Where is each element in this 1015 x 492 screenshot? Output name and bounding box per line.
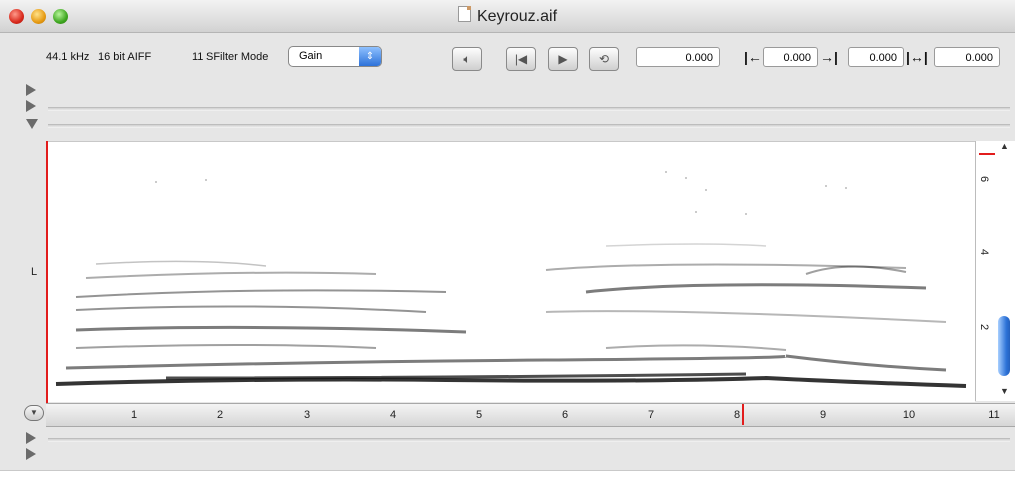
skip-to-start-icon: |◀: [514, 52, 528, 66]
arrow-right-bar-icon: →|: [820, 49, 838, 65]
speaker-icon: 🔈︎: [463, 52, 471, 66]
loop-icon: ⟲: [598, 52, 610, 66]
filter-mode-select[interactable]: Gain ⇕: [288, 46, 382, 67]
disclosure-triangle-collapsed-1[interactable]: [26, 84, 36, 96]
selection-length-field[interactable]: 0.000: [934, 47, 1000, 67]
time-tick-label: 10: [902, 409, 916, 421]
selection-end-field[interactable]: 0.000: [848, 47, 904, 67]
time-tick-label: 6: [561, 409, 569, 421]
time-ruler[interactable]: 1 2 3 4 5 6 7 8 9 10 11: [46, 403, 1015, 427]
freq-tick-label: 6: [978, 175, 991, 183]
select-arrows-icon: ⇕: [359, 47, 381, 66]
spectrogram-view[interactable]: [46, 141, 975, 402]
time-tick-label: 5: [475, 409, 483, 421]
speaker-button[interactable]: 🔈︎: [452, 47, 482, 71]
window-title: Keyrouz.aif: [476, 8, 558, 25]
time-tick-label: 11: [988, 409, 1000, 421]
title-bar[interactable]: Keyrouz.aif: [0, 0, 1015, 33]
selection-start-field[interactable]: 0.000: [763, 47, 818, 67]
filter-mode-label: SFilter Mode: [206, 51, 269, 63]
channel-label: L: [31, 266, 38, 278]
arrow-left-bar-icon: |←: [744, 49, 762, 65]
spectrogram-image: [55, 171, 967, 388]
divider: [48, 107, 1010, 111]
close-button[interactable]: [9, 9, 24, 24]
filter-count: 11: [192, 51, 204, 63]
rewind-button[interactable]: |◀: [506, 47, 536, 71]
double-arrow-bar-icon: |↔|: [906, 49, 928, 65]
time-tick-label: 1: [130, 409, 138, 421]
status-strip: [0, 470, 1015, 492]
disclosure-triangle-expanded[interactable]: [26, 119, 38, 129]
bit-depth: 16 bit AIFF: [98, 51, 152, 63]
position-field[interactable]: 0.000: [636, 47, 720, 67]
playhead-ruler-marker: [742, 404, 744, 425]
time-tick-label: 4: [389, 409, 397, 421]
disclosure-triangle-collapsed-2[interactable]: [26, 100, 36, 112]
time-tick-label: 7: [647, 409, 655, 421]
minimize-button[interactable]: [31, 9, 46, 24]
frequency-scale[interactable]: ▲ 6 4 2 ▼: [975, 141, 1015, 401]
document-icon: [457, 6, 471, 22]
time-tick-label: 9: [819, 409, 827, 421]
ruler-options-button[interactable]: ▼: [24, 405, 44, 421]
zoom-button[interactable]: [53, 9, 68, 24]
freq-tick-label: 2: [978, 323, 991, 331]
scroll-thumb[interactable]: [998, 316, 1010, 376]
disclosure-triangle-collapsed-4[interactable]: [26, 448, 36, 460]
play-icon: ▶: [558, 52, 568, 66]
divider: [48, 438, 1010, 442]
time-tick-label: 3: [303, 409, 311, 421]
playhead-marker[interactable]: [46, 141, 48, 403]
chevron-down-icon: ▼: [30, 408, 38, 417]
filter-mode-value: Gain: [299, 50, 323, 62]
frequency-limit-marker: [979, 153, 995, 155]
sample-rate: 44.1 kHz: [46, 51, 90, 63]
freq-tick-label: 4: [978, 248, 991, 256]
time-tick-label: 8: [733, 409, 741, 421]
scroll-up-icon[interactable]: ▲: [1000, 141, 1009, 151]
divider: [48, 124, 1010, 128]
window-title-wrap: Keyrouz.aif: [0, 6, 1015, 26]
play-button[interactable]: ▶: [548, 47, 578, 71]
time-tick-label: 2: [216, 409, 224, 421]
loop-button[interactable]: ⟲: [589, 47, 619, 71]
disclosure-triangle-collapsed-3[interactable]: [26, 432, 36, 444]
toolbar: 44.1 kHz 16 bit AIFF 11 SFilter Mode Gai…: [0, 33, 1015, 83]
scroll-down-icon[interactable]: ▼: [1000, 386, 1009, 396]
